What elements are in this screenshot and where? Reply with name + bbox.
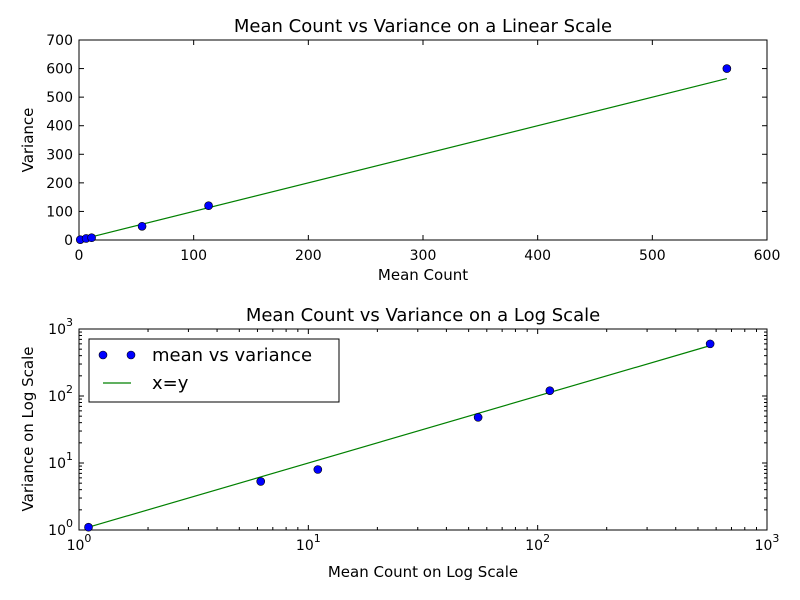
series-layer	[75, 64, 732, 244]
y-axis-label: Variance on Log Scale	[19, 347, 37, 512]
series-line-x-equals-y	[88, 345, 711, 528]
y-tick-label: 500	[46, 90, 73, 106]
chart-title: Mean Count vs Variance on a Linear Scale	[234, 16, 612, 37]
data-point	[84, 522, 93, 532]
x-axis-ticks: 100 101 102 103	[67, 329, 780, 554]
x-tick-label: 500	[639, 248, 666, 264]
y-tick-label: 700	[46, 33, 73, 49]
y-axis-label: Variance	[19, 108, 37, 173]
legend-label: x=y	[152, 373, 189, 394]
data-point	[722, 64, 732, 73]
legend-label: mean vs variance	[152, 345, 312, 366]
y-axis-ticks: 100 101 102 103	[48, 316, 767, 539]
y-tick-label: 300	[46, 147, 73, 163]
y-tick-label: 0	[64, 233, 73, 249]
legend-marker-point	[98, 350, 108, 360]
y-tick-label: 400	[46, 119, 73, 135]
data-point	[137, 221, 147, 231]
data-point	[87, 233, 96, 243]
x-tick-label: 300	[410, 248, 437, 264]
x-tick-label: 100	[180, 248, 207, 264]
x-tick-label: 103	[755, 532, 780, 554]
x-axis-ticks: 0 100 200 300 400 500 600	[75, 40, 781, 264]
series-layer	[84, 339, 715, 532]
y-tick-label: 100	[48, 517, 73, 539]
chart-title: Mean Count vs Variance on a Log Scale	[246, 305, 600, 326]
data-point	[256, 477, 266, 486]
y-tick-label: 102	[48, 383, 73, 405]
data-point	[204, 201, 213, 211]
x-tick-label: 400	[524, 248, 551, 264]
data-point	[705, 339, 715, 349]
y-tick-label: 600	[46, 62, 73, 78]
data-point	[545, 386, 555, 395]
legend-marker-point	[126, 350, 136, 360]
x-tick-label: 600	[754, 248, 781, 264]
y-tick-label: 200	[46, 176, 73, 192]
y-tick-label: 100	[46, 204, 73, 220]
x-tick-label: 0	[75, 248, 84, 264]
x-tick-label: 200	[295, 248, 322, 264]
log-scale-chart: Mean Count vs Variance on a Log Scale 10…	[19, 305, 779, 581]
legend: mean vs variance x=y	[88, 338, 340, 403]
legend-box	[88, 338, 340, 403]
series-line-x-equals-y	[80, 77, 728, 241]
x-axis-label: Mean Count on Log Scale	[328, 563, 518, 581]
data-point	[473, 413, 483, 422]
x-tick-label: 101	[296, 532, 321, 554]
x-tick-label: 100	[67, 532, 92, 554]
y-tick-label: 101	[48, 450, 73, 472]
y-axis-ticks: 0 100 200 300 400 500 600 700	[46, 33, 767, 249]
x-tick-label: 102	[525, 532, 550, 554]
plot-area-frame	[78, 39, 768, 241]
x-axis-label: Mean Count	[378, 266, 468, 284]
linear-scale-chart: Mean Count vs Variance on a Linear Scale…	[19, 16, 780, 284]
data-point	[313, 465, 323, 474]
y-tick-label: 103	[48, 316, 73, 338]
